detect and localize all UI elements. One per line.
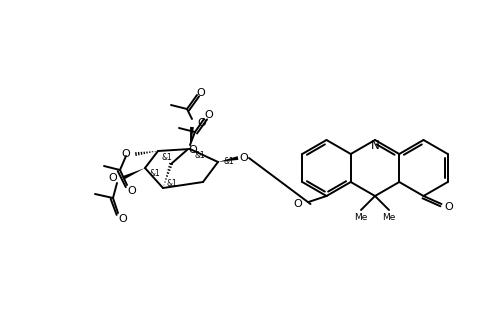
Text: O: O <box>119 214 127 224</box>
Text: O: O <box>108 173 117 183</box>
Text: O: O <box>121 149 130 159</box>
Text: &1: &1 <box>162 153 173 163</box>
Polygon shape <box>218 156 238 162</box>
Text: O: O <box>294 199 303 209</box>
Text: O: O <box>197 118 206 128</box>
Text: O: O <box>196 88 205 98</box>
Text: &1: &1 <box>195 151 206 159</box>
Text: O: O <box>204 110 213 120</box>
Text: O: O <box>128 186 136 196</box>
Text: &1: &1 <box>167 178 178 187</box>
Text: O: O <box>188 145 197 155</box>
Text: Me: Me <box>354 214 368 223</box>
Text: Me: Me <box>382 214 396 223</box>
Polygon shape <box>122 168 145 180</box>
Text: O: O <box>444 202 453 212</box>
Text: &1: &1 <box>150 170 161 178</box>
Text: &1: &1 <box>224 158 235 166</box>
Text: O: O <box>239 153 248 163</box>
Polygon shape <box>190 127 194 149</box>
Text: N: N <box>371 139 379 152</box>
